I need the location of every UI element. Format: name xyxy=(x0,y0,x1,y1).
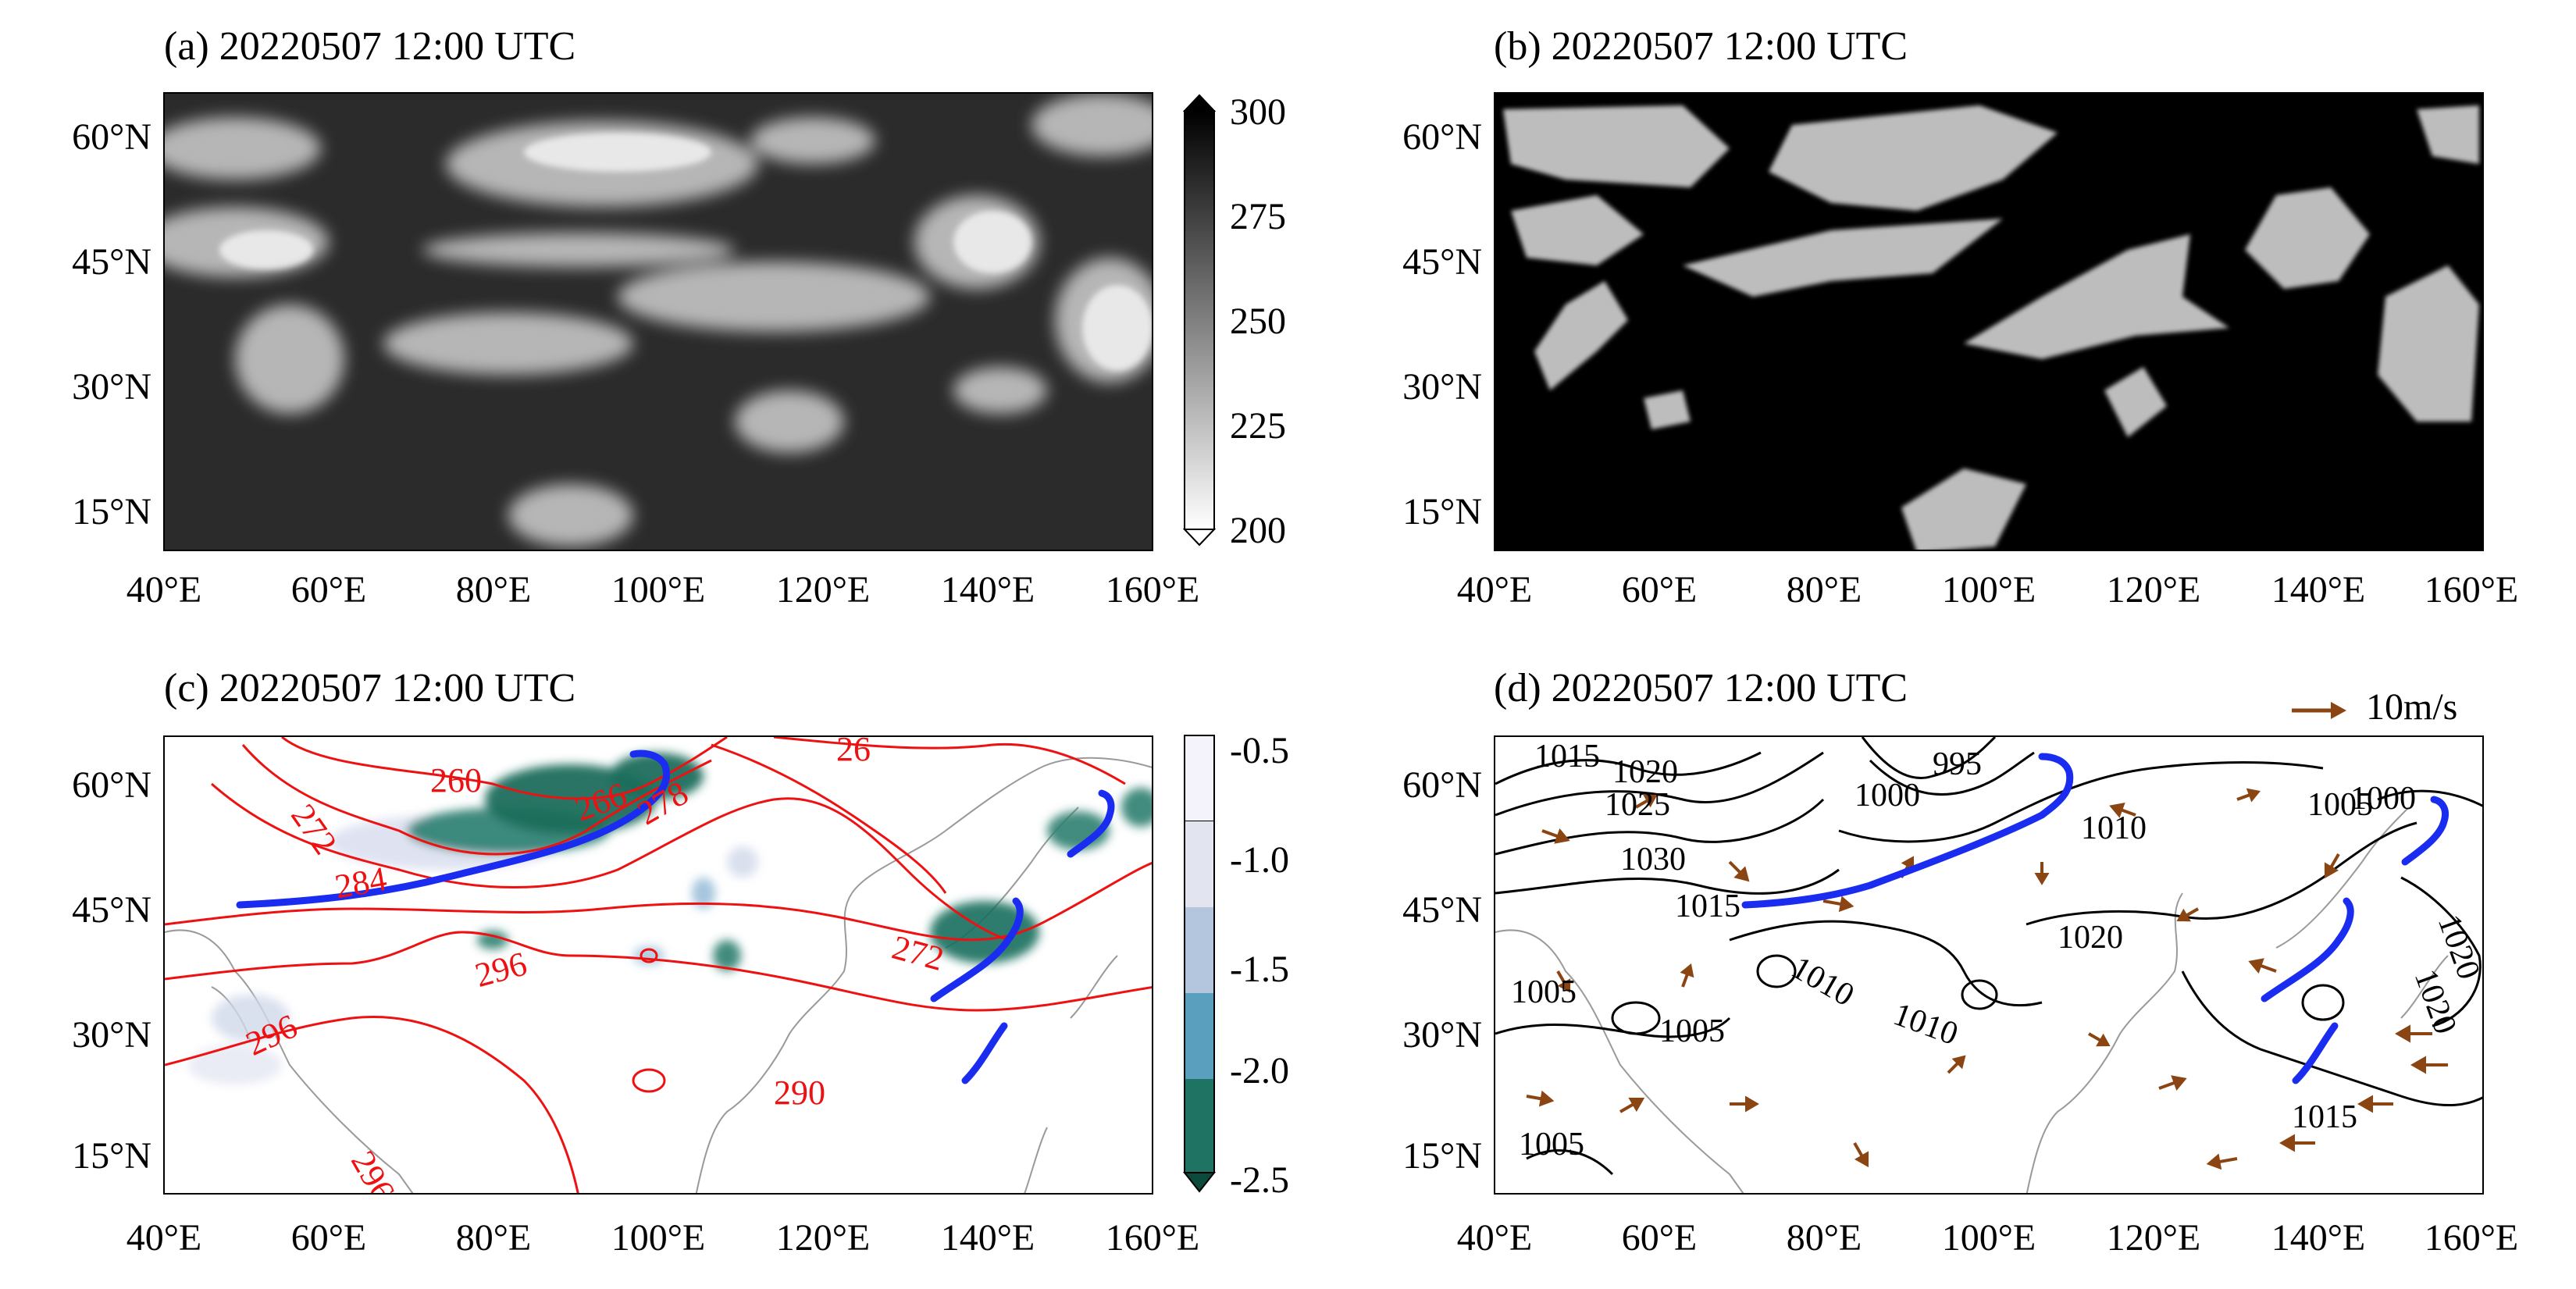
panel-d-isobar-label-1015c: 1015 xyxy=(2292,1099,2357,1135)
panel-d-isobar-label-1030: 1030 xyxy=(1620,842,1686,878)
panel-d-lon-label-160: 160°E xyxy=(2424,1217,2519,1259)
panel-c-colorbar-label-m15: -1.5 xyxy=(1230,949,1289,990)
panel-a-lat-label-30: 30°N xyxy=(72,366,151,408)
panel-d-lat-label-45: 45°N xyxy=(1402,889,1482,931)
panel-a-lon-label-140: 140°E xyxy=(940,569,1035,611)
panel-d-wind-vectors xyxy=(1526,788,2448,1170)
panel-d-isobar-label-1005d: 1005 xyxy=(1511,974,1577,1010)
panel-c-contour-label-296: 296 xyxy=(471,945,530,995)
panel-c-map: 260 272 266 284 272 296 296 290 296 278 … xyxy=(163,735,1153,1195)
wind-legend-label: 10m/s xyxy=(2366,686,2458,728)
panel-d-lat-label-60: 60°N xyxy=(1402,764,1482,806)
panel-d-coastlines xyxy=(1495,807,2449,1193)
panel-d-isobar-label-1010b: 1010 xyxy=(1785,949,1860,1013)
panel-a-lon-label-100: 100°E xyxy=(611,569,706,611)
panel-a-colorbar-label-275: 275 xyxy=(1230,196,1286,237)
panel-b-lat-label-30: 30°N xyxy=(1402,366,1482,408)
panel-d-isobar-label-1000b: 1000 xyxy=(2350,781,2416,817)
panel-c-lat-label-30: 30°N xyxy=(72,1014,151,1056)
panel-a-lat-label-15: 15°N xyxy=(72,491,151,532)
panel-d-lon-label-140: 140°E xyxy=(2271,1217,2366,1259)
panel-b-lat-label-60: 60°N xyxy=(1402,116,1482,158)
panel-c-contour-label-26: 26 xyxy=(836,737,871,768)
panel-b-lat-label-15: 15°N xyxy=(1402,491,1482,532)
panel-b-cloud-mask xyxy=(1495,94,2482,550)
panel-d-isobar-label-1015: 1015 xyxy=(1534,739,1600,774)
panel-d-isobar-label-1010: 1010 xyxy=(2081,810,2147,846)
panel-d-lat-label-15: 15°N xyxy=(1402,1135,1482,1177)
panel-c-colorbar-label-m10: -1.0 xyxy=(1230,839,1289,881)
panel-c-contour-label-284: 284 xyxy=(332,860,390,906)
panel-b-lon-label-80: 80°E xyxy=(1786,569,1862,611)
panel-d-isobar-label-1010c: 1010 xyxy=(1889,996,1963,1052)
panel-b-lon-label-140: 140°E xyxy=(2271,569,2366,611)
panel-b-lon-label-120: 120°E xyxy=(2106,569,2201,611)
panel-c-lat-label-60: 60°N xyxy=(72,764,151,806)
panel-a-lon-label-60: 60°E xyxy=(290,569,367,611)
panel-d-isobar-label-1005c: 1005 xyxy=(2307,787,2373,823)
panel-d-lon-label-100: 100°E xyxy=(1941,1217,2036,1259)
panel-d-lat-label-30: 30°N xyxy=(1402,1014,1482,1056)
panel-a-colorbar-label-225: 225 xyxy=(1230,405,1286,447)
panel-a-map xyxy=(163,92,1153,551)
panel-a-title: (a) 20220507 12:00 UTC xyxy=(164,24,576,69)
panel-d-isobar-label-1020: 1020 xyxy=(2058,920,2123,956)
panel-c-contour-label-290: 290 xyxy=(774,1074,825,1112)
panel-c-contour-labels: 260 272 266 284 272 296 296 290 296 278 … xyxy=(240,737,948,1193)
panel-d-isobar-label-1025: 1025 xyxy=(1605,787,1670,823)
panel-c-lon-label-120: 120°E xyxy=(775,1217,871,1259)
panel-d-map: 1015 1020 1025 1030 995 1000 1010 1015 1… xyxy=(1494,735,2484,1195)
panel-b-lon-label-160: 160°E xyxy=(2424,569,2519,611)
panel-d-lon-label-120: 120°E xyxy=(2106,1217,2201,1259)
wind-legend-arrow xyxy=(2288,699,2350,722)
panel-d-isobar-label-1005b: 1005 xyxy=(1519,1127,1584,1163)
panel-c-colorbar xyxy=(1182,734,1217,1195)
panel-c-lon-label-60: 60°E xyxy=(290,1217,367,1259)
panel-a-cloud-image xyxy=(165,94,1152,550)
panel-b-lon-label-40: 40°E xyxy=(1456,569,1533,611)
panel-a-lon-label-160: 160°E xyxy=(1105,569,1200,611)
panel-a-lon-label-120: 120°E xyxy=(775,569,871,611)
panel-c-lat-label-15: 15°N xyxy=(72,1135,151,1177)
panel-b-map xyxy=(1494,92,2484,551)
panel-d-isobar-labels: 1015 1020 1025 1030 995 1000 1010 1015 1… xyxy=(1511,739,2482,1163)
panel-a-lon-label-80: 80°E xyxy=(455,569,532,611)
panel-d-lon-label-80: 80°E xyxy=(1786,1217,1862,1259)
panel-c-lon-label-40: 40°E xyxy=(126,1217,202,1259)
panel-c-lon-label-140: 140°E xyxy=(940,1217,1035,1259)
panel-c-colorbar-label-m05: -0.5 xyxy=(1230,730,1289,771)
panel-c-red-contours xyxy=(165,737,1152,1193)
panel-c-lon-label-100: 100°E xyxy=(611,1217,706,1259)
panel-d-lon-label-40: 40°E xyxy=(1456,1217,1533,1259)
panel-a-colorbar-label-200: 200 xyxy=(1230,510,1286,551)
panel-d-isobar-label-1000: 1000 xyxy=(1855,778,1920,814)
panel-b-lat-label-45: 45°N xyxy=(1402,241,1482,283)
panel-a-colorbar xyxy=(1182,94,1217,547)
panel-d-isobar-label-1015b: 1015 xyxy=(1675,888,1740,924)
panel-a-lat-label-45: 45°N xyxy=(72,241,151,283)
panel-c-lon-label-80: 80°E xyxy=(455,1217,532,1259)
panel-b-lon-label-60: 60°E xyxy=(1621,569,1698,611)
panel-d-lon-label-60: 60°E xyxy=(1621,1217,1698,1259)
panel-c-overlay: 260 272 266 284 272 296 296 290 296 278 … xyxy=(165,737,1152,1193)
panel-d-title: (d) 20220507 12:00 UTC xyxy=(1494,666,1908,710)
panel-c-lon-label-160: 160°E xyxy=(1105,1217,1200,1259)
panel-d-isobar-label-995: 995 xyxy=(1933,746,1982,782)
panel-a-colorbar-label-250: 250 xyxy=(1230,301,1286,342)
panel-c-colorbar-label-m20: -2.0 xyxy=(1230,1050,1289,1091)
panel-b-title: (b) 20220507 12:00 UTC xyxy=(1494,24,1908,69)
panel-c-front-lines xyxy=(236,750,1115,1084)
panel-a-colorbar-label-300: 300 xyxy=(1230,91,1286,133)
panel-a-lon-label-40: 40°E xyxy=(126,569,202,611)
panel-c-contour-label-260: 260 xyxy=(430,761,482,799)
panel-c-lat-label-45: 45°N xyxy=(72,889,151,931)
panel-d-overlay: 1015 1020 1025 1030 995 1000 1010 1015 1… xyxy=(1495,737,2482,1193)
panel-d-front-lines xyxy=(1741,753,2449,1084)
panel-c-title: (c) 20220507 12:00 UTC xyxy=(164,666,576,710)
panel-d-isobar-label-1005: 1005 xyxy=(1659,1013,1725,1049)
panel-d-isobar-label-1020: 1020 xyxy=(1612,754,1678,790)
panel-a-lat-label-60: 60°N xyxy=(72,116,151,158)
panel-c-colorbar-label-m25: -2.5 xyxy=(1230,1159,1289,1201)
panel-b-lon-label-100: 100°E xyxy=(1941,569,2036,611)
